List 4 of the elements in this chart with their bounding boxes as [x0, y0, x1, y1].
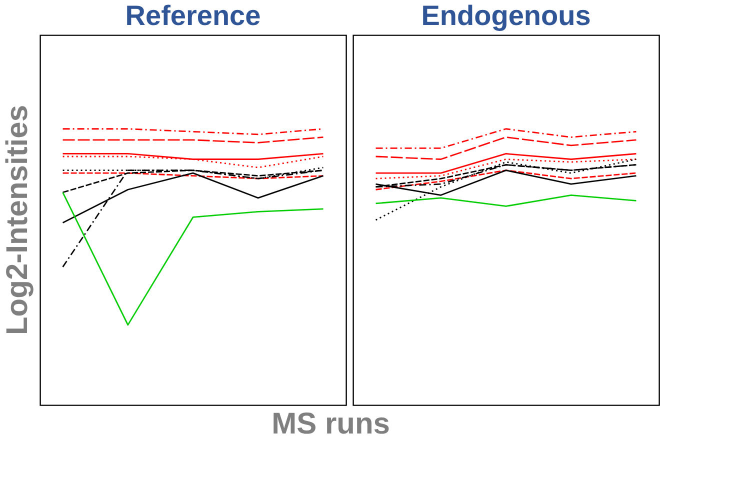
x-axis-title: MS runs — [272, 408, 390, 441]
chart-title: Endogenous — [421, 0, 591, 31]
y-axis-title: Log2-Intensities — [1, 104, 34, 336]
chart-title: Reference — [125, 0, 261, 31]
